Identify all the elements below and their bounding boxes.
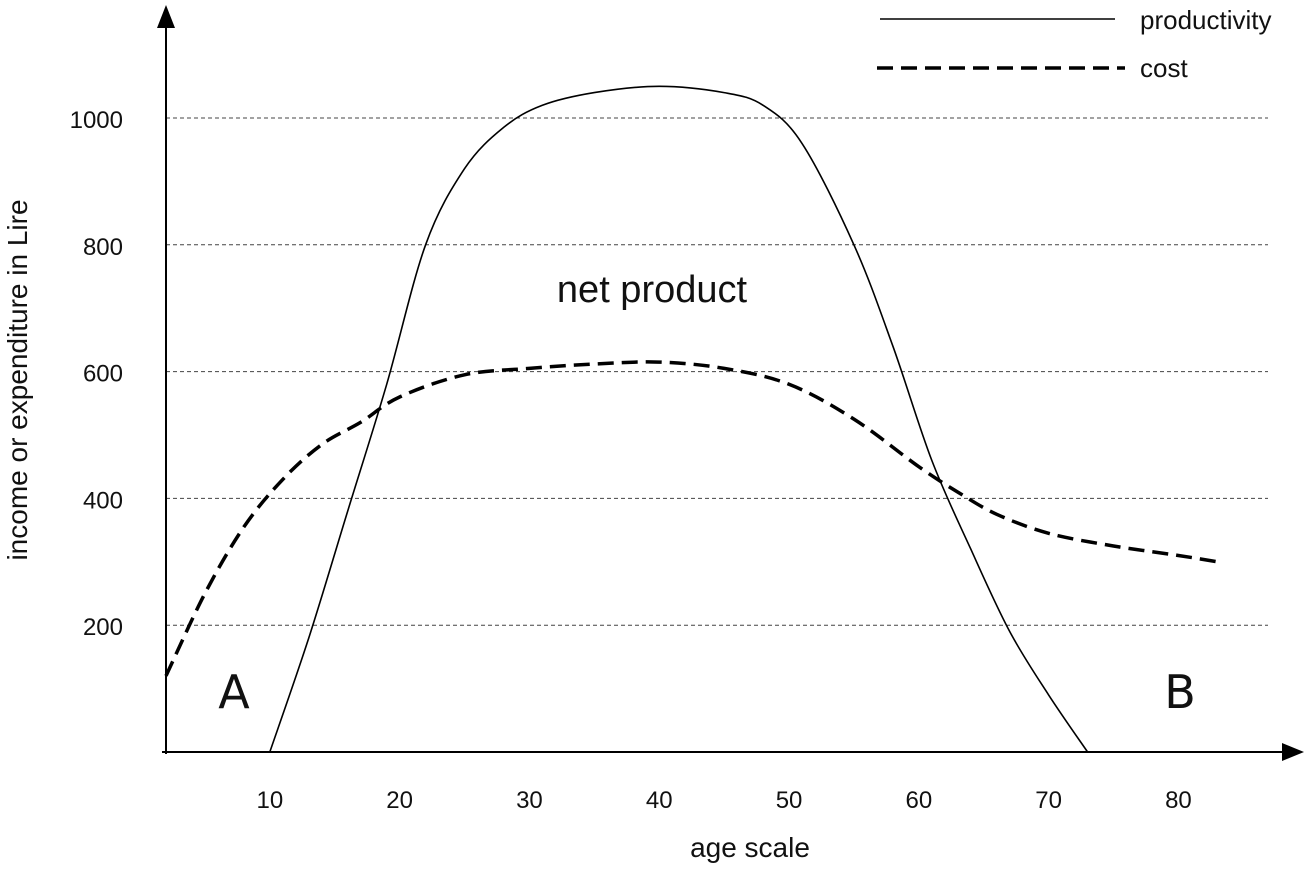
x-tick-labels: 10 20 30 40 50 60 70 80: [256, 787, 1191, 814]
annotation-a: A: [218, 665, 250, 719]
x-tick-10: 10: [256, 787, 283, 814]
y-tick-1000: 1000: [70, 107, 123, 134]
series-layer: [164, 85, 1218, 753]
legend-label-productivity: productivity: [1140, 5, 1272, 35]
series-line-productivity: [269, 85, 1089, 753]
annotation-b: B: [1164, 665, 1196, 719]
x-tick-70: 70: [1035, 787, 1062, 814]
y-tick-200: 200: [83, 614, 123, 641]
x-axis-arrowhead: [1282, 743, 1304, 761]
x-tick-50: 50: [776, 787, 803, 814]
legend-label-cost: cost: [1140, 53, 1188, 83]
x-tick-30: 30: [516, 787, 543, 814]
x-tick-20: 20: [386, 787, 413, 814]
annotation-net-product: net product: [557, 269, 748, 311]
y-tick-400: 400: [83, 487, 123, 514]
x-tick-40: 40: [646, 787, 673, 814]
grid: [166, 117, 1268, 626]
y-tick-600: 600: [83, 361, 123, 388]
x-tick-80: 80: [1165, 787, 1192, 814]
y-axis-arrowhead: [157, 5, 175, 28]
y-tick-800: 800: [83, 234, 123, 261]
y-axis-title: income or expenditure in Lire: [2, 199, 33, 560]
series-line-cost: [164, 360, 1218, 677]
axes: [157, 5, 1304, 761]
x-tick-60: 60: [905, 787, 932, 814]
y-tick-labels: 200 400 600 800 1000: [70, 107, 123, 641]
x-axis-title: age scale: [690, 832, 810, 863]
legend: productivity cost: [877, 5, 1272, 83]
